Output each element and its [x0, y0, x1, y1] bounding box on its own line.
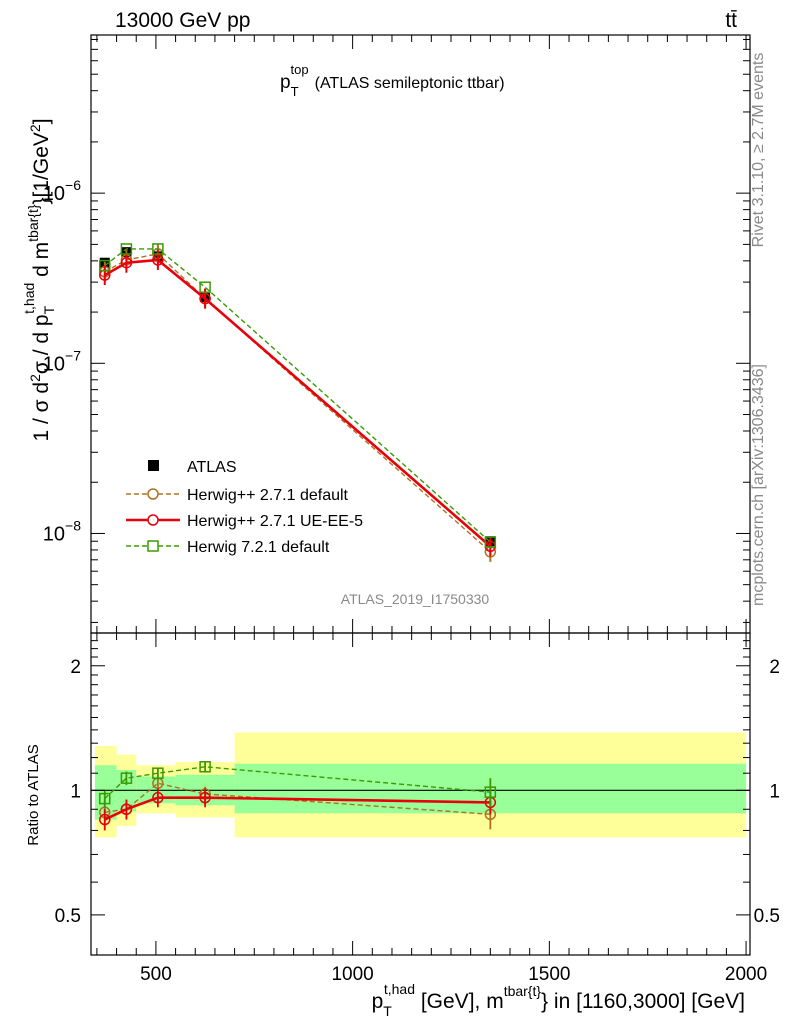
main-point-herwig-7-2-1-default	[484, 536, 497, 548]
main-line-herwig-2-7-1-default	[104, 253, 491, 553]
ytick-exponent: −6	[65, 177, 81, 193]
ratio-ytick-label: 0.5	[55, 906, 81, 927]
legend-label-atlas: ATLAS	[187, 459, 237, 476]
ratio-point-herwig-7-2-1-default	[199, 761, 211, 773]
ratio-point-herwig-7-2-1-default	[484, 786, 497, 798]
xtick-label: 2000	[725, 964, 767, 985]
rivet-version-label: Rivet 3.1.10, ≥ 2.7M events	[750, 53, 767, 248]
main-point-herwig-7-2-1-default	[199, 281, 211, 293]
legend-label-herwig-2-7-1-default: Herwig++ 2.7.1 default	[187, 487, 349, 504]
ratio-ytick-label-right: 0.5	[754, 906, 780, 927]
main-point-herwig-2-7-1-ue-ee-5	[120, 256, 133, 269]
ratio-point-herwig-7-2-1-default	[99, 792, 111, 805]
ratio-plot-frame	[90, 632, 751, 956]
main-ylabel: 1 / σ d2σ / d pTt,had d mtbar{t}}[1/GeV2…	[21, 118, 57, 441]
mcplots-label: mcplots.cern.ch [arXiv:1306.3436]	[750, 364, 767, 606]
main-point-herwig-7-2-1-default	[120, 243, 133, 255]
xtick-label: 1000	[331, 964, 373, 985]
xaxis-label: pTt,had [GeV], mtbar{t}} in [1160,3000] …	[372, 981, 745, 1019]
xtick-label: 1500	[528, 964, 570, 985]
ratio-ytick-label: 2	[70, 657, 81, 678]
ratio-line-herwig-7-2-1-default	[104, 766, 491, 800]
main-ytick-label: 10−6	[43, 177, 81, 205]
ratio-point-herwig-2-7-1-ue-ee-5	[152, 791, 164, 804]
main-point-herwig-7-2-1-default	[99, 259, 111, 272]
ytick-exponent: −8	[65, 517, 81, 533]
ratio-series-layer	[91, 761, 750, 831]
ratio-point-herwig-7-2-1-default	[152, 767, 164, 779]
main-point-herwig-7-2-1-default	[152, 243, 164, 255]
energy-label: 13000 GeV pp	[115, 9, 250, 32]
main-ytick-label: 10−8	[43, 517, 81, 545]
legend: ATLAS Herwig++ 2.7.1 default Herwig++ 2.7.…	[126, 459, 363, 556]
ratio-ytick-label-right: 1	[769, 781, 780, 802]
legend-marker-herwig-7-2-1-default	[147, 540, 159, 552]
xtick-label: 500	[140, 964, 172, 985]
main-ytick-label: 10−7	[43, 347, 81, 375]
main-title: pTtop(ATLAS semileptonic ttbar)	[280, 62, 505, 99]
legend-label-herwig-7-2-1-default: Herwig 7.2.1 default	[187, 539, 330, 556]
ytick-exponent: −7	[65, 347, 81, 363]
legend-marker-herwig-2-7-1-default	[147, 488, 159, 500]
ratio-ytick-label-right: 2	[769, 657, 780, 678]
process-label: tt̄	[725, 9, 737, 32]
band-inner-0	[94, 765, 117, 820]
ratio-point-herwig-7-2-1-default	[120, 772, 133, 784]
ytick-base: 10	[43, 353, 65, 375]
legend-marker-atlas	[148, 460, 159, 471]
ratio-uncertainty-bands	[94, 732, 747, 838]
ratio-point-herwig-2-7-1-ue-ee-5	[199, 791, 211, 804]
legend-marker-herwig-2-7-1-ue-ee-5	[147, 514, 159, 526]
ratio-ytick-label: 1	[70, 781, 81, 802]
ratio-point-herwig-2-7-1-ue-ee-5	[99, 813, 111, 826]
ratio-ylabel: Ratio to ATLAS	[25, 744, 42, 845]
ytick-base: 10	[43, 523, 65, 545]
analysis-watermark: ATLAS_2019_I1750330	[341, 591, 490, 607]
legend-label-herwig-2-7-1-ue-ee-5: Herwig++ 2.7.1 UE-EE-5	[187, 513, 363, 530]
main-line-herwig-7-2-1-default	[104, 248, 491, 543]
main-point-herwig-2-7-1-ue-ee-5	[199, 292, 211, 305]
main-point-herwig-2-7-1-ue-ee-5	[152, 254, 164, 266]
main-series-layer	[99, 243, 497, 562]
ratio-point-herwig-2-7-1-ue-ee-5	[120, 803, 133, 816]
ytick-base: 10	[43, 183, 65, 205]
